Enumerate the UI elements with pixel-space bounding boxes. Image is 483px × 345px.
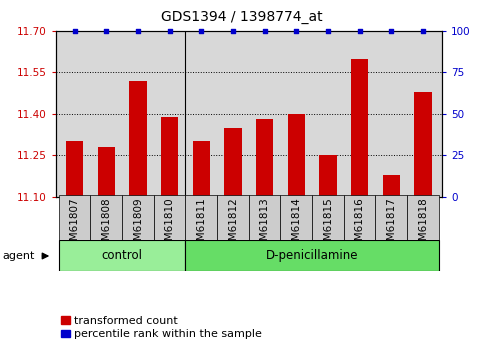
Bar	[383, 175, 400, 197]
Bar	[59, 240, 185, 271]
Point	[229, 28, 237, 34]
Text: D-penicillamine: D-penicillamine	[266, 249, 358, 262]
Text: GSM61814: GSM61814	[291, 197, 301, 254]
Text: GSM61816: GSM61816	[355, 197, 365, 254]
Point	[419, 28, 427, 34]
Text: GSM61813: GSM61813	[259, 197, 270, 254]
Point	[166, 28, 173, 34]
Text: GSM61818: GSM61818	[418, 197, 428, 254]
Bar	[98, 147, 115, 197]
Bar	[161, 117, 178, 197]
Bar	[224, 128, 242, 197]
Bar	[287, 114, 305, 197]
Bar	[185, 240, 439, 271]
Bar	[256, 119, 273, 197]
Bar	[59, 195, 90, 242]
Bar	[217, 195, 249, 242]
Point	[292, 28, 300, 34]
Point	[198, 28, 205, 34]
Text: GSM61809: GSM61809	[133, 197, 143, 254]
Bar	[281, 195, 312, 242]
Text: GSM61815: GSM61815	[323, 197, 333, 254]
Bar	[193, 141, 210, 197]
Text: agent: agent	[2, 251, 35, 261]
Text: GSM61810: GSM61810	[165, 197, 174, 254]
Bar	[185, 195, 217, 242]
Point	[71, 28, 78, 34]
Legend: transformed count, percentile rank within the sample: transformed count, percentile rank withi…	[61, 316, 262, 339]
Text: GSM61807: GSM61807	[70, 197, 80, 254]
Bar	[375, 195, 407, 242]
Bar	[122, 195, 154, 242]
Text: control: control	[101, 249, 142, 262]
Bar	[414, 92, 432, 197]
Bar	[312, 195, 344, 242]
Text: GDS1394 / 1398774_at: GDS1394 / 1398774_at	[161, 10, 322, 24]
Bar	[344, 195, 375, 242]
Bar	[90, 195, 122, 242]
Point	[134, 28, 142, 34]
Bar	[249, 195, 281, 242]
Bar	[319, 155, 337, 197]
Text: GSM61808: GSM61808	[101, 197, 111, 254]
Point	[261, 28, 269, 34]
Bar	[129, 81, 147, 197]
Text: GSM61817: GSM61817	[386, 197, 396, 254]
Text: GSM61811: GSM61811	[196, 197, 206, 254]
Bar	[407, 195, 439, 242]
Bar	[66, 141, 83, 197]
Point	[356, 28, 364, 34]
Text: GSM61812: GSM61812	[228, 197, 238, 254]
Point	[387, 28, 395, 34]
Point	[102, 28, 110, 34]
Bar	[154, 195, 185, 242]
Bar	[351, 59, 369, 197]
Point	[324, 28, 332, 34]
